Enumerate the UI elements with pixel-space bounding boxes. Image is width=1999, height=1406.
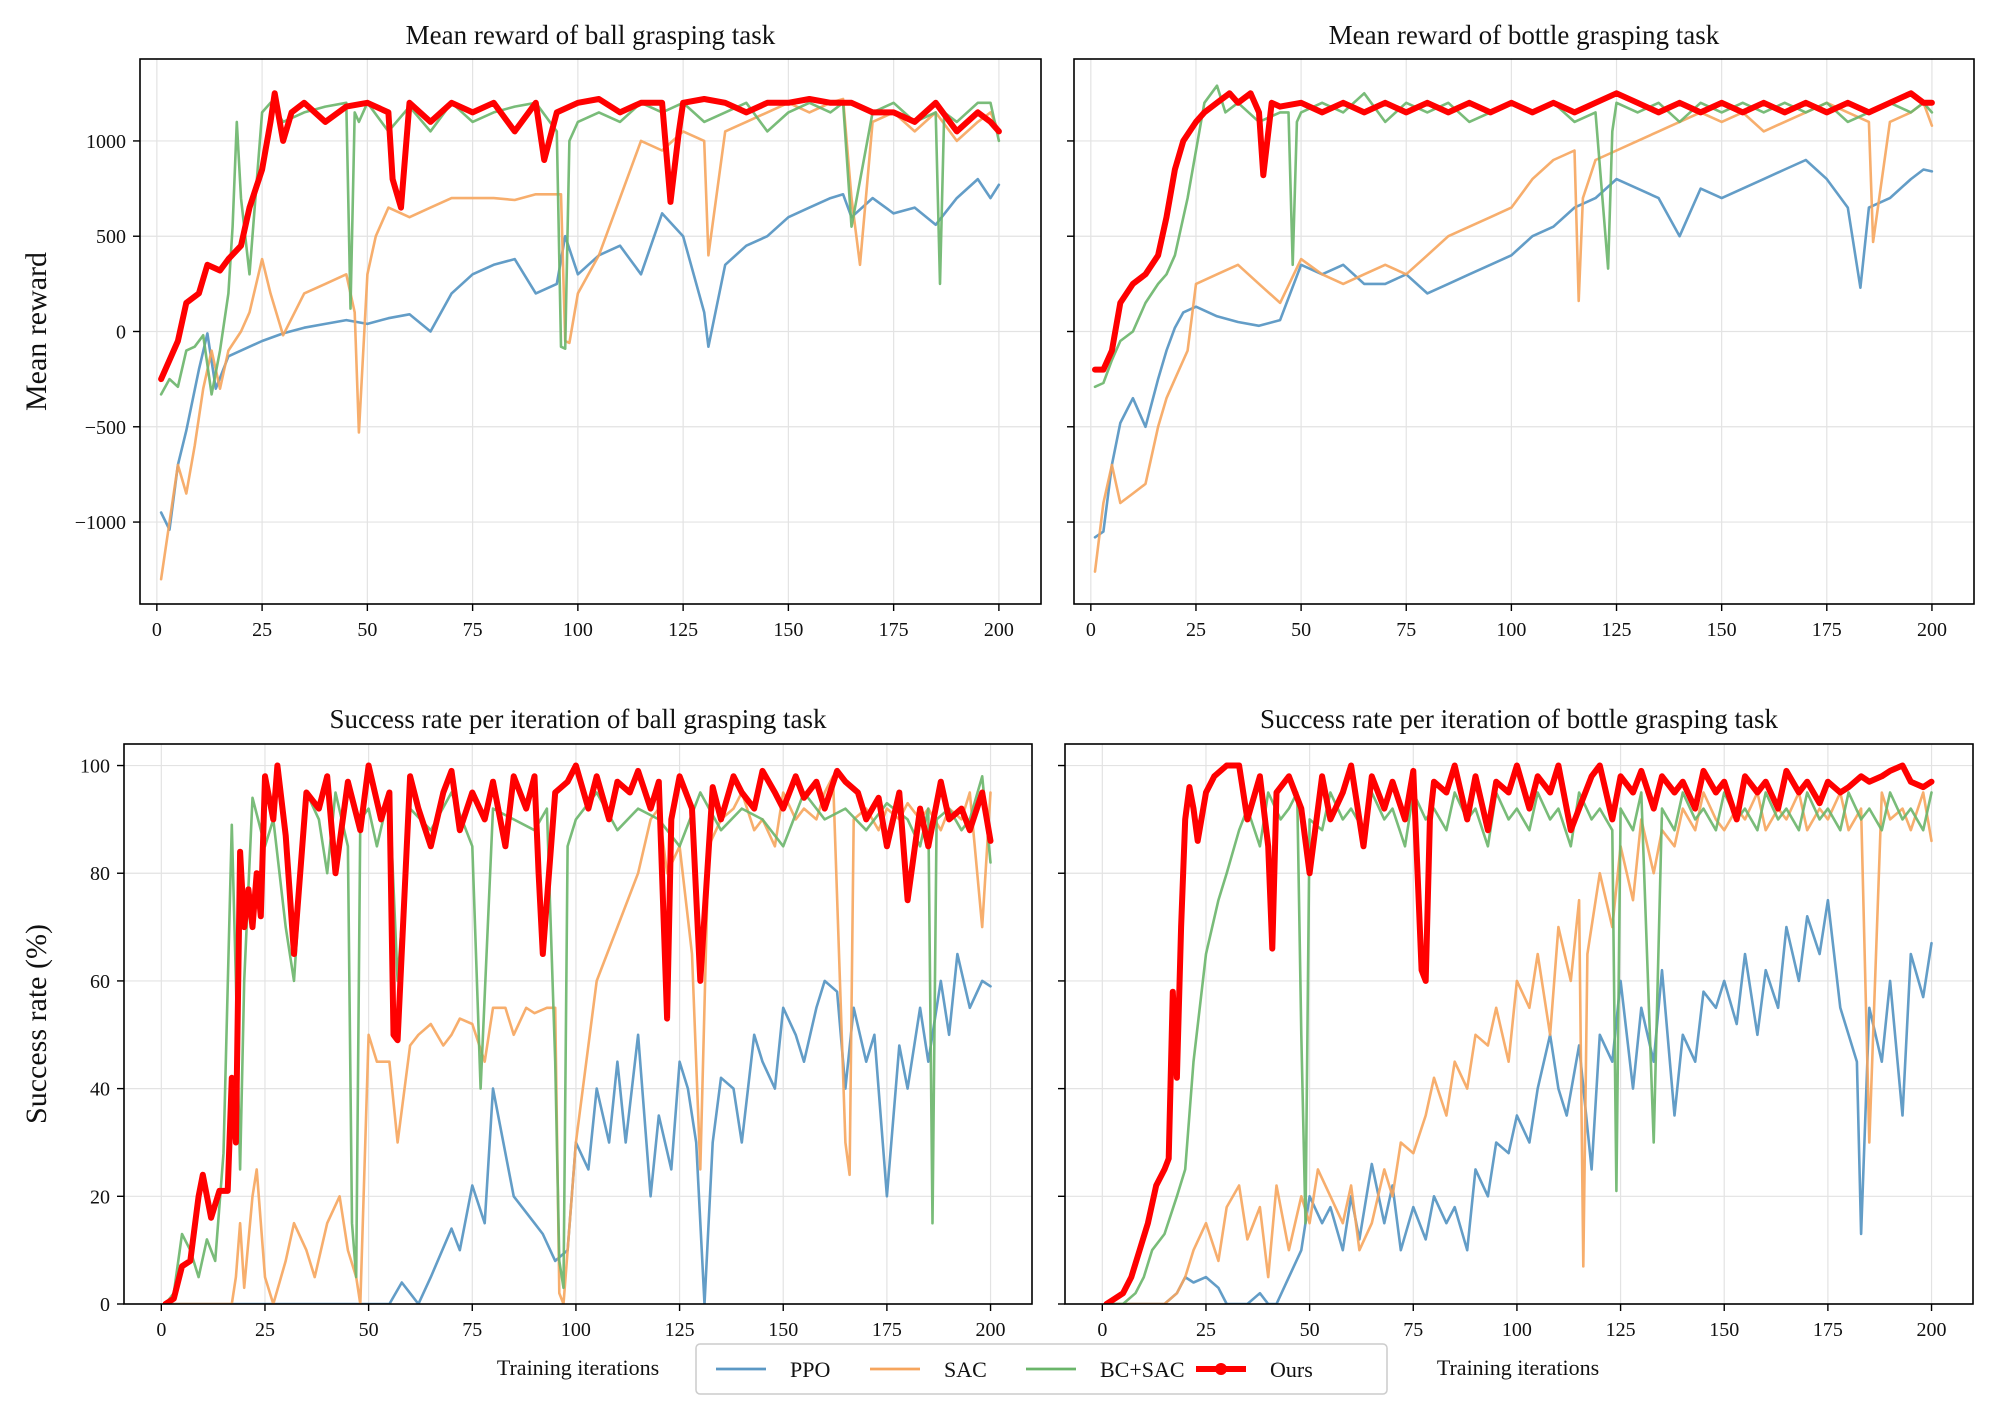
x-tick-label: 175 <box>1812 619 1842 641</box>
x-tick-label: 0 <box>1086 619 1096 641</box>
x-axis-label: Training iterations <box>1437 1355 1599 1380</box>
y-tick-label: 80 <box>90 863 110 885</box>
legend-label: Ours <box>1270 1357 1313 1382</box>
x-tick-label: 0 <box>152 619 162 641</box>
x-tick-label: 75 <box>463 619 483 641</box>
y-tick-label: −1000 <box>75 512 126 534</box>
chart-title: Mean reward of ball grasping task <box>406 20 776 50</box>
x-tick-label: 25 <box>252 619 272 641</box>
subplot-4: 0 25 50 75 100 125 150 175 200 Success rate per i… <box>1058 704 1974 1380</box>
legend-item-sac: SAC <box>870 1357 987 1382</box>
x-tick-label: 200 <box>976 1319 1006 1341</box>
subplots: 0 25 50 75 100 125 150 175 200−1000−50005001000M… <box>20 20 1975 1380</box>
series-lines <box>1103 762 1935 1304</box>
series-line-sac <box>164 774 992 1304</box>
x-tick-label: 175 <box>872 1319 902 1341</box>
chart-title: Success rate per iteration of bottle gra… <box>1260 704 1779 734</box>
gridlines <box>1074 59 1974 604</box>
x-tick-label: 200 <box>1917 1319 1947 1341</box>
x-tick-label: 125 <box>1602 619 1632 641</box>
x-tick-label: 125 <box>665 1319 695 1341</box>
series-line-ppo <box>164 952 992 1304</box>
x-tick-label: 100 <box>1502 1319 1532 1341</box>
y-tick-label: 40 <box>90 1079 110 1101</box>
chart-title: Success rate per iteration of ball grasp… <box>329 704 827 734</box>
x-tick-label: 150 <box>768 1319 798 1341</box>
x-tick-label: 75 <box>462 1319 482 1341</box>
legend-item-bc-sac: BC+SAC <box>1026 1357 1185 1382</box>
y-tick-label: 1000 <box>86 131 126 153</box>
series-line-ours <box>1103 762 1935 1304</box>
series-line-ours <box>1092 90 1935 373</box>
series-line-ours <box>162 762 994 1304</box>
series-line-bc-sac <box>164 774 992 1304</box>
x-tick-label: 0 <box>156 1319 166 1341</box>
y-tick-label: 500 <box>96 226 126 248</box>
series-line-ppo <box>159 177 1001 532</box>
x-tick-label: 100 <box>1496 619 1526 641</box>
x-tick-label: 50 <box>1291 619 1311 641</box>
x-tick-label: 150 <box>1709 1319 1739 1341</box>
y-axis-label: Success rate (%) <box>20 924 53 1124</box>
y-tick-label: 0 <box>100 1294 110 1316</box>
x-tick-label: 25 <box>255 1319 275 1341</box>
x-tick-label: 175 <box>879 619 909 641</box>
x-tick-label: 200 <box>984 619 1014 641</box>
series-lines <box>162 762 994 1304</box>
series-lines <box>158 90 1002 581</box>
legend: PPO SAC BC+SAC Ours <box>695 1343 1388 1395</box>
x-tick-label: 125 <box>668 619 698 641</box>
x-axis-label: Training iterations <box>497 1355 659 1380</box>
y-tick-label: 20 <box>90 1186 110 1208</box>
x-tick-label: 150 <box>773 619 803 641</box>
x-tick-label: 25 <box>1186 619 1206 641</box>
x-tick-label: 50 <box>357 619 377 641</box>
x-tick-label: 100 <box>561 1319 591 1341</box>
series-lines <box>1092 84 1935 573</box>
legend-label: PPO <box>790 1357 830 1382</box>
legend-label: BC+SAC <box>1100 1357 1185 1382</box>
series-line-sac <box>1093 101 1934 573</box>
x-tick-label: 125 <box>1606 1319 1636 1341</box>
series-line-bc-sac <box>159 101 1001 396</box>
series-line-ours <box>158 90 1002 383</box>
x-tick-label: 150 <box>1707 619 1737 641</box>
x-tick-label: 75 <box>1396 619 1416 641</box>
subplot-1: 0 25 50 75 100 125 150 175 200 −1000 −500 0 500 1000 M… <box>20 20 1042 641</box>
y-tick-label: −500 <box>85 417 126 439</box>
x-tick-label: 175 <box>1813 1319 1843 1341</box>
x-tick-label: 50 <box>1300 1319 1320 1341</box>
axes-frame <box>123 743 1033 1305</box>
gridlines <box>140 59 1041 604</box>
legend-label: SAC <box>944 1357 987 1382</box>
chart-title: Mean reward of bottle grasping task <box>1329 20 1720 50</box>
y-tick-label: 0 <box>116 322 126 344</box>
x-tick-label: 75 <box>1403 1319 1423 1341</box>
y-axis-label: Mean reward <box>20 252 53 411</box>
legend-item-ppo: PPO <box>716 1357 830 1382</box>
series-line-sac <box>1105 791 1933 1304</box>
x-tick-label: 200 <box>1917 619 1947 641</box>
legend-marker <box>1215 1363 1227 1375</box>
series-line-ppo <box>1093 158 1934 539</box>
subplot-2: 0 25 50 75 100 125 150 175 200 Mean reward of bot… <box>1067 20 1975 641</box>
x-tick-label: 100 <box>563 619 593 641</box>
axes-frame <box>1064 743 1974 1305</box>
subplot-3: 0 25 50 75 100 125 150 175 200 0 20 40 60 80 100 Succes… <box>20 704 1033 1380</box>
y-tick-label: 100 <box>80 756 110 778</box>
series-line-ppo <box>1105 898 1933 1304</box>
legend-item-ours: Ours <box>1196 1357 1313 1382</box>
x-tick-label: 0 <box>1097 1319 1107 1341</box>
x-tick-label: 50 <box>359 1319 379 1341</box>
series-line-bc-sac <box>1105 791 1933 1304</box>
x-tick-label: 25 <box>1196 1319 1216 1341</box>
y-tick-label: 60 <box>90 971 110 993</box>
series-line-sac <box>159 97 1001 581</box>
